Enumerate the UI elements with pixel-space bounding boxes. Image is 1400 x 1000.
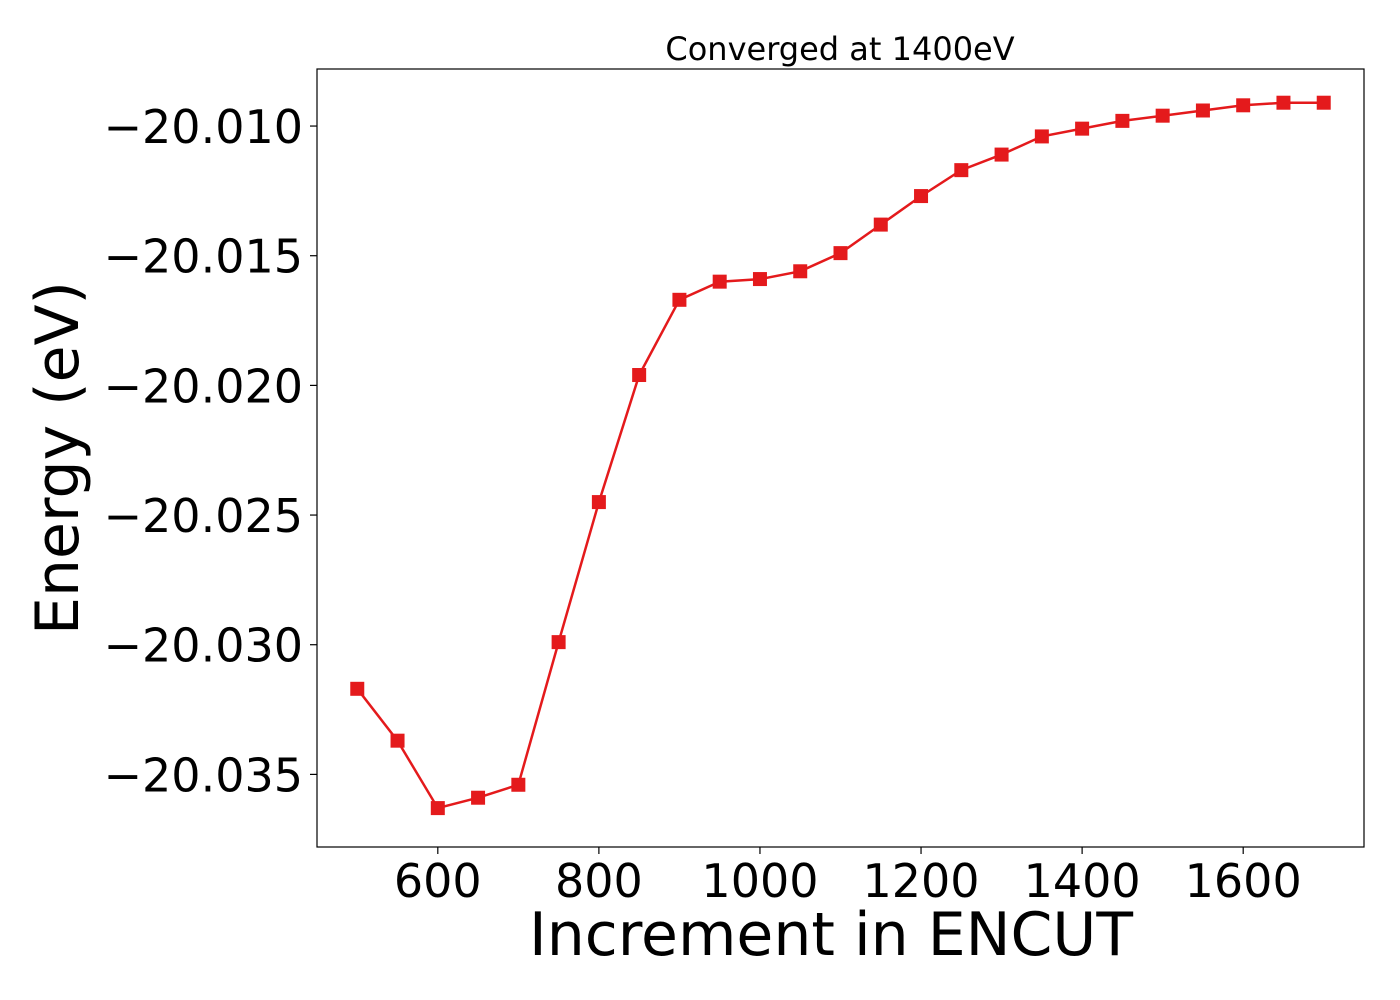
data-point-marker: [471, 790, 486, 805]
chart-title: Converged at 1400eV: [665, 30, 1014, 68]
x-axis-label: Increment in ENCUT: [529, 900, 1133, 970]
data-point-marker: [1236, 98, 1251, 113]
y-tick-label: −20.035: [104, 748, 304, 802]
y-tick-label: −20.025: [104, 489, 304, 543]
data-point-marker: [1155, 108, 1170, 123]
data-point-marker: [390, 733, 405, 748]
data-point-marker: [873, 217, 888, 232]
x-tick-label: 600: [394, 854, 482, 908]
data-point-marker: [712, 274, 727, 289]
x-tick-label: 1000: [701, 854, 818, 908]
x-tick-label: 1400: [1024, 854, 1141, 908]
data-point-marker: [350, 681, 365, 696]
data-point-marker: [1075, 121, 1090, 136]
data-point-marker: [1034, 129, 1049, 144]
y-axis-label: Energy (eV): [23, 281, 93, 635]
data-point-marker: [954, 163, 969, 178]
y-tick-label: −20.010: [104, 100, 304, 154]
data-point-marker: [430, 801, 445, 816]
series-line: [356, 101, 1324, 810]
data-point-marker: [994, 147, 1009, 162]
data-point-marker: [511, 777, 526, 792]
x-axis: 600 800 1000 1200 1400 1600: [394, 847, 1302, 908]
data-point-marker: [1316, 95, 1331, 110]
data-point-marker: [1276, 95, 1291, 110]
data-point-marker: [551, 635, 566, 650]
x-tick-label: 1200: [862, 854, 979, 908]
data-point-marker: [672, 292, 687, 307]
data-point-marker: [914, 189, 929, 204]
series-layer: [350, 95, 1331, 816]
data-point-marker: [793, 264, 808, 279]
data-point-marker: [752, 272, 767, 287]
x-tick-label: 800: [555, 854, 643, 908]
data-point-marker: [833, 246, 848, 261]
data-point-marker: [591, 495, 606, 510]
data-point-marker: [1195, 103, 1210, 118]
y-tick-label: −20.020: [104, 359, 304, 413]
y-tick-label: −20.030: [104, 619, 304, 673]
y-axis: −20.010 −20.015 −20.020 −20.025 −20.030 −20.0…: [104, 100, 317, 802]
y-tick-label: −20.015: [104, 230, 304, 284]
data-point-marker: [1115, 113, 1130, 128]
plot-area-frame: [316, 68, 1365, 848]
x-tick-label: 1600: [1185, 854, 1302, 908]
data-point-marker: [632, 368, 647, 383]
